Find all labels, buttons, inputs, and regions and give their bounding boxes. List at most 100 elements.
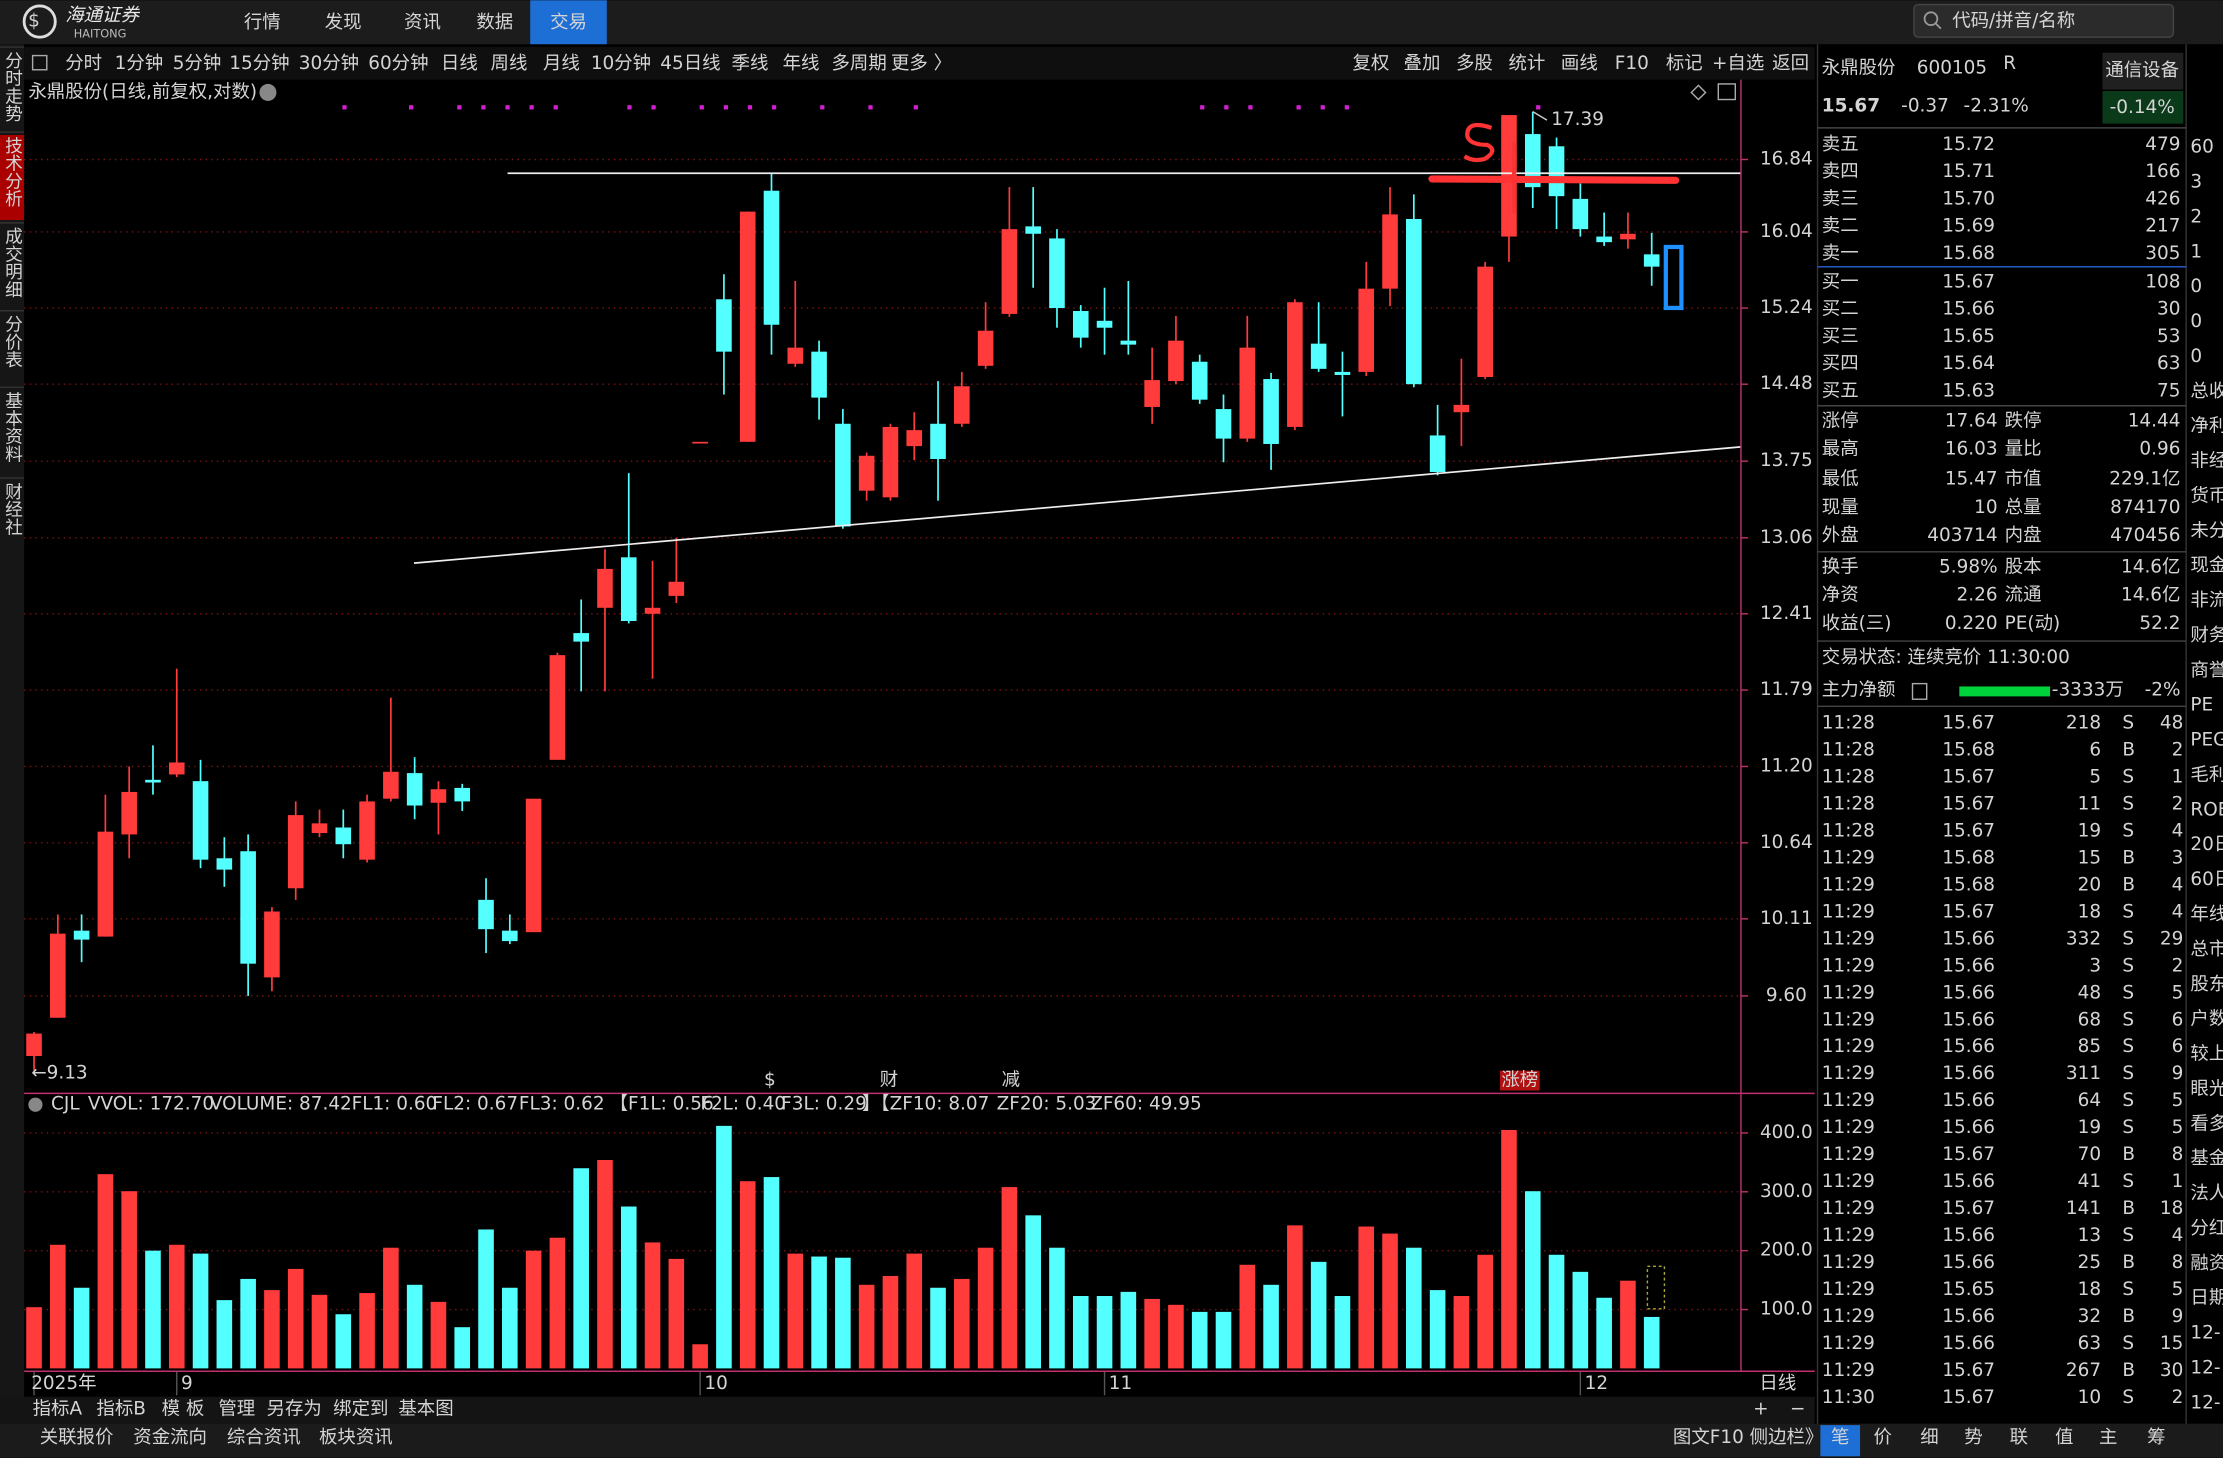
period-button[interactable]: 30分钟 [299, 53, 359, 74]
period-button[interactable]: 多周期 [832, 53, 887, 74]
period-button[interactable]: 60分钟 [368, 53, 428, 74]
side-tab[interactable]: 成交明细 [2, 227, 23, 298]
trade-side: S [2122, 1009, 2134, 1030]
side-tab[interactable]: 基本资料 [2, 391, 23, 462]
side-strip-text: PE [2190, 695, 2213, 716]
toolbar-item[interactable]: 管理 [218, 1399, 255, 1420]
volume-bar [858, 1284, 875, 1369]
volume-bar [597, 1160, 613, 1369]
panel-tab[interactable]: 主 [2099, 1427, 2117, 1448]
status-item[interactable]: 资金流向 [133, 1427, 207, 1448]
trade-volume: 64 [2078, 1090, 2101, 1111]
trade-price: 15.66 [1942, 1225, 1995, 1246]
side-tab[interactable]: 分时走势 [2, 51, 23, 122]
tool-button[interactable]: 画线 [1561, 53, 1598, 74]
period-button[interactable]: 10分钟 [591, 53, 651, 74]
event-marker[interactable]: 财 [880, 1070, 898, 1091]
menu-item[interactable]: 发现 [325, 12, 362, 33]
period-button[interactable]: 周线 [491, 53, 528, 74]
title-dropdown[interactable] [259, 83, 277, 101]
tool-button[interactable]: +自选 [1712, 53, 1764, 74]
menu-item[interactable]: 资讯 [404, 12, 441, 33]
panel-tab[interactable]: 笔 [1831, 1427, 1849, 1448]
candle-body [216, 858, 233, 870]
period-button[interactable]: 年线 [783, 53, 820, 74]
stat-value: 52.2 [2139, 613, 2180, 634]
tool-button[interactable]: 复权 [1353, 53, 1390, 74]
event-dot [1344, 105, 1349, 110]
period-button[interactable]: 5分钟 [173, 53, 222, 74]
toolbar-item[interactable]: 另存为 [267, 1399, 322, 1420]
side-tab[interactable]: 分价表 [2, 315, 23, 369]
zoom-button[interactable]: − [1790, 1399, 1805, 1420]
tool-button[interactable]: 多股 [1456, 53, 1493, 74]
zoom-button[interactable]: + [1753, 1399, 1768, 1420]
trade-side: S [2122, 1225, 2134, 1246]
search-box[interactable] [1913, 3, 2175, 38]
candle-body [1596, 236, 1612, 243]
side-tab[interactable]: 财经社 [2, 482, 23, 536]
volume-bar [1287, 1225, 1303, 1369]
period-button[interactable]: 月线 [543, 53, 580, 74]
book-label: 买一 [1822, 271, 1859, 292]
candle-body [1334, 371, 1351, 375]
event-dot [457, 105, 462, 110]
x-tick-label: 12 [1585, 1373, 1608, 1394]
side-strip-text: 股东 [2190, 974, 2223, 995]
panel-tab[interactable]: 势 [1964, 1427, 1982, 1448]
period-button[interactable]: 日线 [441, 53, 478, 74]
trade-volume: 10 [2078, 1387, 2101, 1408]
toolbar-item[interactable]: 绑定到 [333, 1399, 388, 1420]
panel-tab[interactable]: 细 [1920, 1427, 1938, 1448]
toolbar-item[interactable]: 指标B [96, 1399, 145, 1420]
event-marker[interactable]: 涨榜 [1501, 1070, 1538, 1091]
trade-volume: 68 [2078, 1009, 2101, 1030]
menu-item[interactable]: 交易 [550, 12, 587, 33]
sector-box[interactable] [2102, 52, 2184, 90]
tool-button[interactable]: 返回 [1772, 53, 1809, 74]
tool-button[interactable]: 叠加 [1404, 53, 1441, 74]
event-dot [1320, 105, 1325, 110]
period-button[interactable]: 45日线 [660, 53, 720, 74]
panel-tab[interactable]: 联 [2010, 1427, 2028, 1448]
status-item[interactable]: 综合资讯 [227, 1427, 301, 1448]
tool-button[interactable]: 统计 [1508, 53, 1545, 74]
status-item[interactable]: 板块资讯 [319, 1427, 393, 1448]
menu-item[interactable]: 行情 [244, 12, 281, 33]
volume-bar [1215, 1311, 1232, 1369]
sector[interactable]: 通信设备 [2105, 60, 2179, 81]
side-bar-toggle[interactable]: 图文F10 侧边栏》 [1673, 1427, 1823, 1448]
menu-item[interactable]: 数据 [476, 12, 513, 33]
trade-volume: 18 [2078, 1279, 2101, 1300]
event-marker[interactable]: $ [764, 1070, 776, 1091]
period-button[interactable]: 15分钟 [229, 53, 289, 74]
volume-bar [383, 1247, 399, 1369]
panel-tab[interactable]: 价 [1874, 1427, 1892, 1448]
toolbar [24, 47, 1815, 80]
y-tick-label: 200.0 [1760, 1240, 1813, 1261]
toolbar-item[interactable]: 指标A [33, 1399, 83, 1420]
toolbar-item[interactable]: 基本图 [398, 1399, 453, 1420]
event-dot [1200, 105, 1205, 110]
tool-button[interactable]: F10 [1615, 53, 1649, 74]
trade-count: 8 [2172, 1252, 2184, 1273]
tool-button[interactable]: 标记 [1666, 53, 1703, 74]
volume-bar [1049, 1247, 1065, 1369]
toolbar-item[interactable]: 模 板 [162, 1399, 205, 1420]
book-volume: 30 [2157, 299, 2180, 320]
trade-volume: 19 [2078, 1117, 2101, 1138]
panel-tab[interactable]: 值 [2055, 1427, 2073, 1448]
side-tab[interactable]: 技术分析 [2, 136, 23, 207]
book-price: 15.72 [1942, 134, 1995, 155]
period-button[interactable]: 1分钟 [115, 53, 164, 74]
book-price: 15.69 [1942, 216, 1995, 237]
trade-price: 15.68 [1942, 739, 1995, 760]
panel-tab[interactable]: 筹 [2147, 1427, 2165, 1448]
period-button[interactable]: 季线 [732, 53, 769, 74]
period-button[interactable]: 更多 〉 [891, 53, 952, 74]
event-marker[interactable]: 减 [1002, 1070, 1020, 1091]
period-button[interactable]: 分时 [65, 53, 102, 74]
trade-side: S [2122, 1090, 2134, 1111]
book-label: 买五 [1822, 380, 1859, 401]
status-item[interactable]: 关联报价 [40, 1427, 114, 1448]
